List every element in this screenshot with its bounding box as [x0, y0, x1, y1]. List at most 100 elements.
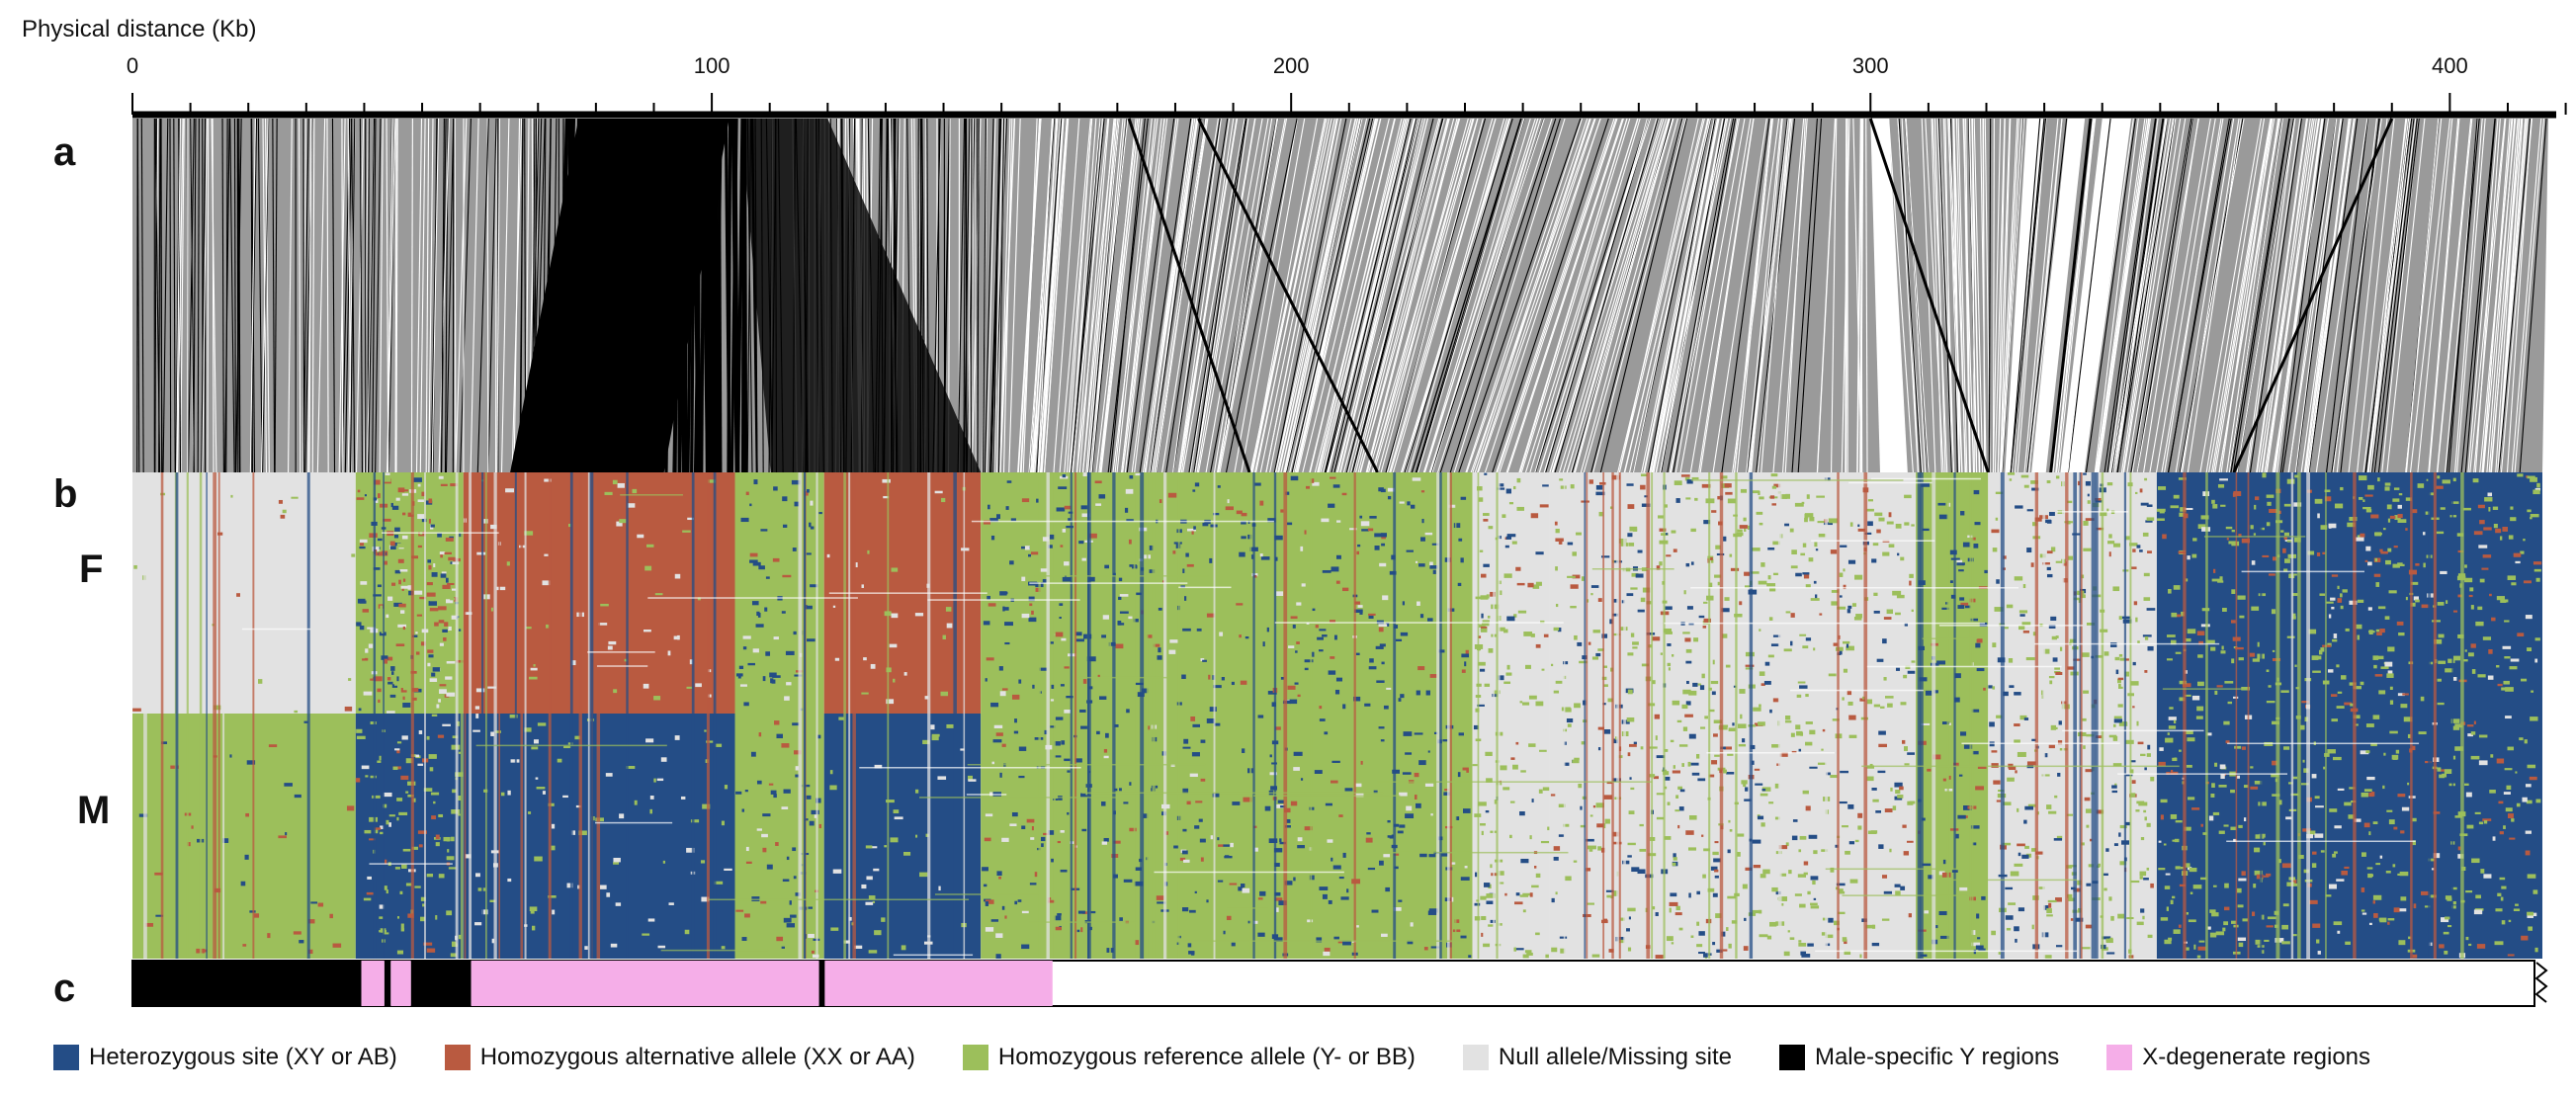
- genotype-cell: [1805, 721, 1813, 724]
- marker-link: [1205, 118, 1269, 473]
- genotype-cell: [378, 493, 381, 499]
- marker-link: [2246, 118, 2296, 473]
- genotype-cell: [1050, 725, 1056, 728]
- marker-link: [1458, 118, 1582, 473]
- genotype-cell: [1055, 717, 1064, 720]
- genotype-cell: [402, 489, 409, 492]
- genotype-cell: [1551, 897, 1555, 903]
- genotype-cell: [998, 666, 1003, 671]
- genotype-cell: [2374, 532, 2382, 537]
- genotype-cell: [1420, 537, 1425, 542]
- genotype-cell: [427, 649, 434, 653]
- genotype-cell: [1555, 891, 1558, 895]
- marker-link: [1437, 118, 1553, 473]
- genotype-cell: [809, 820, 815, 826]
- genotype-cell: [1054, 755, 1062, 758]
- genotype-cell: [2006, 927, 2012, 931]
- marker-link: [2498, 118, 2532, 473]
- genotype-cell: [1200, 739, 1206, 743]
- genotype-cell: [1805, 741, 1813, 746]
- marker-link: [1760, 118, 1791, 473]
- genotype-cell: [1158, 647, 1161, 653]
- genotype-cell: [2184, 826, 2191, 831]
- genotype-cell: [2365, 546, 2371, 551]
- genotype-cell: [1055, 926, 1062, 931]
- genotype-cell: [2359, 475, 2367, 481]
- genotype-cell: [626, 765, 636, 769]
- genotype-cell: [400, 610, 405, 614]
- genotype-cell: [2487, 492, 2493, 497]
- genotype-column: [1310, 472, 1313, 959]
- genotype-cell: [1866, 508, 1874, 512]
- genotype-cell: [1740, 488, 1748, 493]
- genotype-column: [816, 472, 818, 959]
- genotype-cell: [2423, 562, 2426, 568]
- genotype-cell: [2196, 631, 2205, 636]
- genotype-cell: [2320, 525, 2328, 530]
- genotype-cell: [451, 615, 459, 620]
- marker-link: [1772, 118, 1805, 473]
- genotype-cell: [575, 804, 581, 808]
- marker-link: [2247, 118, 2301, 473]
- genotype-cell: [2150, 883, 2154, 888]
- genotype-cell: [402, 848, 411, 852]
- genotype-cell: [2055, 897, 2062, 902]
- genotype-cell: [2439, 774, 2446, 779]
- genotype-cell: [1190, 716, 1196, 721]
- genotype-cell: [1759, 671, 1765, 676]
- genotype-column: [2325, 472, 2327, 959]
- genotype-cell: [2509, 837, 2516, 840]
- genotype-cell: [507, 790, 511, 796]
- genotype-cell: [1243, 797, 1252, 802]
- genotype-cell: [1018, 679, 1022, 684]
- genotype-cell: [2349, 682, 2357, 686]
- genotype-column: [1946, 472, 1949, 959]
- genotype-cell: [1794, 502, 1804, 507]
- genotype-row: [1170, 940, 1464, 942]
- genotype-cell: [996, 871, 1002, 877]
- genotype-cell: [2118, 616, 2122, 621]
- genotype-cell: [1555, 603, 1559, 608]
- genotype-column: [706, 472, 710, 959]
- genotype-cell: [1828, 917, 1834, 923]
- genotype-cell: [1301, 583, 1306, 587]
- marker-link: [140, 118, 144, 473]
- genotype-cell: [1271, 702, 1276, 708]
- genotype-cell: [2360, 681, 2364, 686]
- marker-link: [2006, 118, 2035, 473]
- genotype-cell: [1028, 596, 1035, 602]
- genotype-cell: [2018, 852, 2021, 857]
- marker-link: [1937, 118, 1952, 473]
- genotype-row: [1866, 665, 2062, 668]
- genotype-cell: [443, 636, 447, 641]
- genotype-cell: [1684, 714, 1693, 717]
- genotype-cell: [426, 582, 433, 586]
- genotype-cell: [674, 735, 680, 740]
- marker-link: [2182, 118, 2240, 473]
- genotype-cell: [1703, 601, 1708, 604]
- genotype-cell: [2015, 770, 2018, 774]
- genotype-cell: [1564, 741, 1567, 745]
- genotype-cell: [1767, 654, 1774, 658]
- genotype-cell: [1114, 723, 1119, 727]
- genotype-cell: [2082, 652, 2090, 657]
- genotype-cell: [1535, 873, 1541, 879]
- genotype-cell: [2050, 616, 2057, 622]
- genotype-cell: [1497, 487, 1505, 490]
- genotype-cell: [1268, 838, 1278, 844]
- genotype-column: [963, 472, 966, 959]
- genotype-cell: [1510, 757, 1515, 760]
- genotype-cell: [420, 896, 426, 901]
- genotype-cell: [1534, 866, 1537, 869]
- genotype-cell: [2188, 919, 2196, 923]
- genotype-column: [1353, 472, 1356, 959]
- genotype-cell: [1458, 538, 1463, 542]
- genotype-cell: [1758, 721, 1765, 726]
- genotype-cell: [1274, 535, 1283, 541]
- genotype-cell: [782, 879, 790, 883]
- genotype-cell: [490, 731, 495, 736]
- genotype-cell: [1047, 899, 1056, 903]
- genotype-column: [2260, 472, 2263, 959]
- genotype-cell: [1319, 649, 1324, 652]
- genotype-cell: [1744, 585, 1751, 589]
